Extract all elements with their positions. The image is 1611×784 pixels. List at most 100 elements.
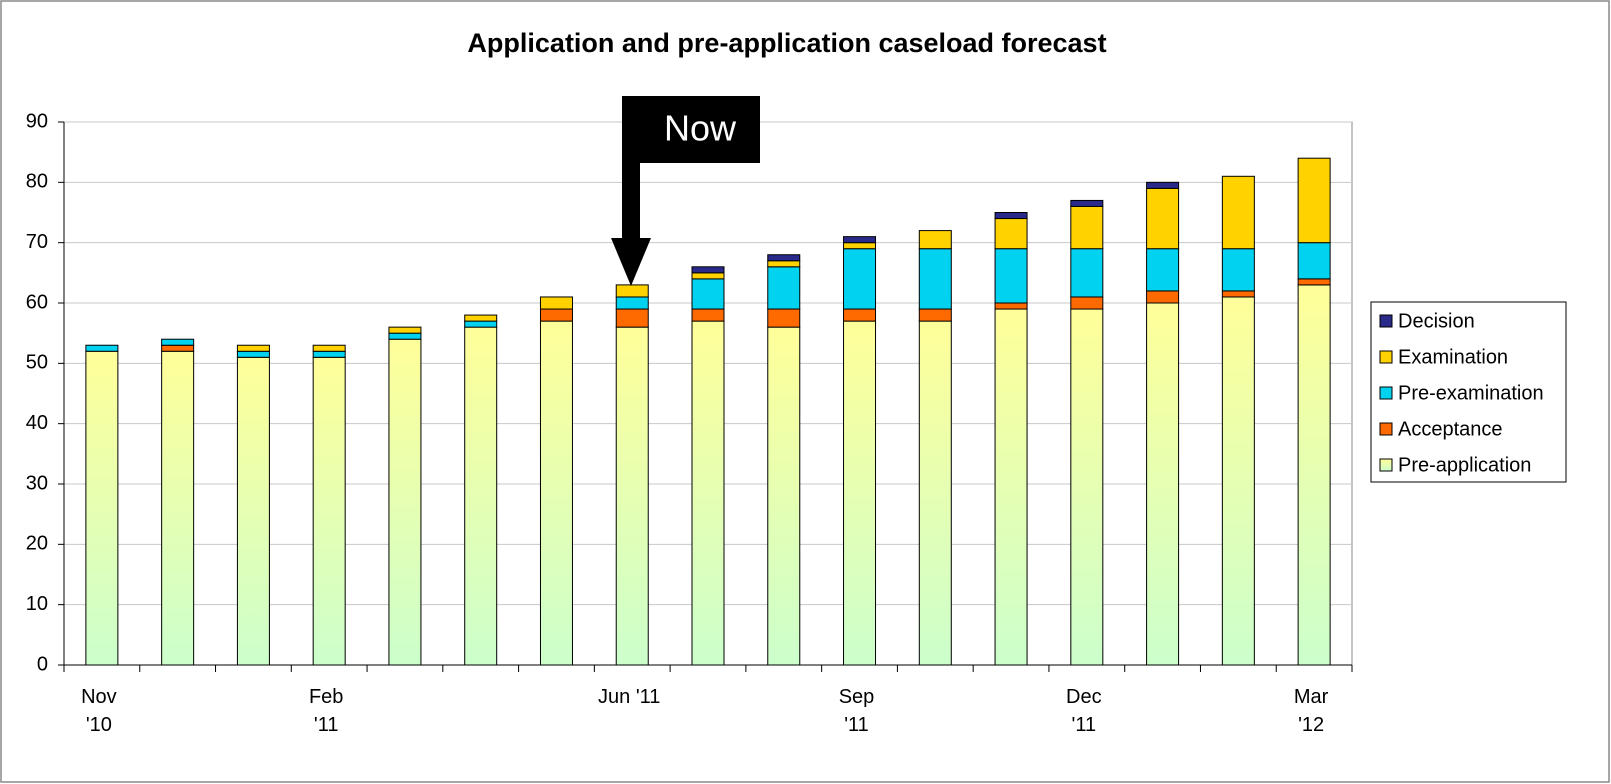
legend-label: Pre-application bbox=[1398, 454, 1531, 476]
legend-swatch bbox=[1379, 422, 1393, 436]
chart-title: Application and pre-application caseload… bbox=[467, 28, 1106, 58]
y-tick-label: 90 bbox=[26, 110, 48, 132]
arrow-stem bbox=[622, 160, 640, 240]
bar-segment bbox=[918, 230, 952, 250]
bar-segment bbox=[1221, 175, 1255, 250]
y-tick-label: 10 bbox=[26, 593, 48, 615]
bar-segment bbox=[464, 320, 498, 328]
bar-segment bbox=[767, 308, 801, 328]
bar-segment bbox=[1221, 296, 1255, 666]
bar-segment bbox=[161, 344, 195, 352]
bar-segment bbox=[767, 266, 801, 310]
bar-segment bbox=[236, 356, 270, 666]
bar-segment bbox=[1070, 308, 1104, 666]
bar-segment bbox=[161, 350, 195, 666]
bar-segment bbox=[236, 350, 270, 358]
bar-segment bbox=[691, 272, 725, 280]
bar-segment bbox=[1070, 205, 1104, 250]
bar-segment bbox=[615, 308, 649, 328]
bar-segment bbox=[994, 302, 1028, 310]
bar-segment bbox=[236, 344, 270, 352]
bar-segment bbox=[85, 344, 119, 352]
bar-segment bbox=[1146, 302, 1180, 666]
bar-segment bbox=[1070, 296, 1104, 310]
bar-segment bbox=[918, 320, 952, 666]
bar-segment bbox=[464, 314, 498, 322]
bar-segment bbox=[843, 236, 877, 244]
bar-segment bbox=[539, 308, 573, 322]
x-tick-label: Dec '11 bbox=[1066, 686, 1102, 736]
bar-segment bbox=[691, 320, 725, 666]
x-tick-label: Nov '10 bbox=[81, 686, 117, 736]
bar-segment bbox=[312, 356, 346, 666]
bar-segment bbox=[691, 266, 725, 274]
legend-label: Acceptance bbox=[1398, 418, 1503, 440]
bar-segment bbox=[843, 320, 877, 666]
y-tick-label: 40 bbox=[26, 412, 48, 434]
bar-segment bbox=[615, 296, 649, 310]
legend-swatch bbox=[1379, 314, 1393, 328]
annotation-text: Now bbox=[664, 108, 737, 149]
legend-swatch bbox=[1379, 386, 1393, 400]
y-tick-label: 20 bbox=[26, 533, 48, 555]
x-tick-label: Mar '12 bbox=[1293, 686, 1329, 736]
bar-segment bbox=[994, 218, 1028, 250]
bar-segment bbox=[1297, 242, 1331, 280]
bar-segment bbox=[767, 260, 801, 268]
bar-segment bbox=[312, 344, 346, 352]
bar-segment bbox=[1070, 248, 1104, 298]
legend-label: Pre-examination bbox=[1398, 382, 1544, 404]
x-tick-label: Jun '11 bbox=[598, 686, 661, 708]
bar-segment bbox=[767, 326, 801, 666]
bar-segment bbox=[388, 338, 422, 666]
bar-segment bbox=[843, 242, 877, 250]
bar-segment bbox=[85, 350, 119, 666]
bar-segment bbox=[691, 278, 725, 310]
y-tick-label: 30 bbox=[26, 472, 48, 494]
bar-segment bbox=[615, 326, 649, 666]
bar-segment bbox=[161, 338, 195, 346]
now-annotation: Now bbox=[611, 96, 760, 286]
plot-area: 0 10 20 30 40 50 60 70 80 90 bbox=[26, 110, 1353, 675]
bar-segment bbox=[994, 248, 1028, 304]
bar-segment bbox=[691, 308, 725, 322]
y-tick-label: 70 bbox=[26, 231, 48, 253]
bar-segment bbox=[994, 308, 1028, 666]
bar-segment bbox=[1146, 187, 1180, 250]
bar-segment bbox=[464, 326, 498, 666]
legend-swatch bbox=[1379, 350, 1393, 364]
annotation-box bbox=[622, 96, 760, 163]
bar-segment bbox=[539, 296, 573, 310]
bar-segment bbox=[767, 254, 801, 262]
bar-segment bbox=[388, 332, 422, 340]
bar-segment bbox=[539, 320, 573, 666]
bar-segment bbox=[1221, 290, 1255, 298]
legend-label: Decision bbox=[1398, 310, 1475, 332]
bar-segment bbox=[918, 308, 952, 322]
legend-label: Examination bbox=[1398, 346, 1508, 368]
legend-box bbox=[1370, 301, 1567, 483]
legend-swatch bbox=[1379, 458, 1393, 472]
bar-segment bbox=[1297, 284, 1331, 666]
bar-segment bbox=[1146, 181, 1180, 189]
x-tick-label: Sep '11 bbox=[838, 686, 875, 736]
bar-segment bbox=[1146, 290, 1180, 304]
bar-segment bbox=[1221, 248, 1255, 292]
bar-segment bbox=[843, 308, 877, 322]
bar-segment bbox=[1297, 157, 1331, 244]
bar-segment bbox=[918, 248, 952, 310]
bar-segment bbox=[1297, 278, 1331, 286]
y-tick-label: 50 bbox=[26, 352, 48, 374]
bar-segment bbox=[1070, 199, 1104, 207]
bar-segment bbox=[843, 248, 877, 310]
bar-segment bbox=[388, 326, 422, 334]
y-tick-label: 0 bbox=[37, 653, 48, 675]
bar-segment bbox=[615, 284, 649, 298]
y-tick-label: 60 bbox=[26, 291, 48, 313]
bar-segment bbox=[312, 350, 346, 358]
x-tick-label: Feb '11 bbox=[308, 686, 344, 736]
arrow-head bbox=[611, 238, 651, 286]
bar-segment bbox=[1146, 248, 1180, 292]
